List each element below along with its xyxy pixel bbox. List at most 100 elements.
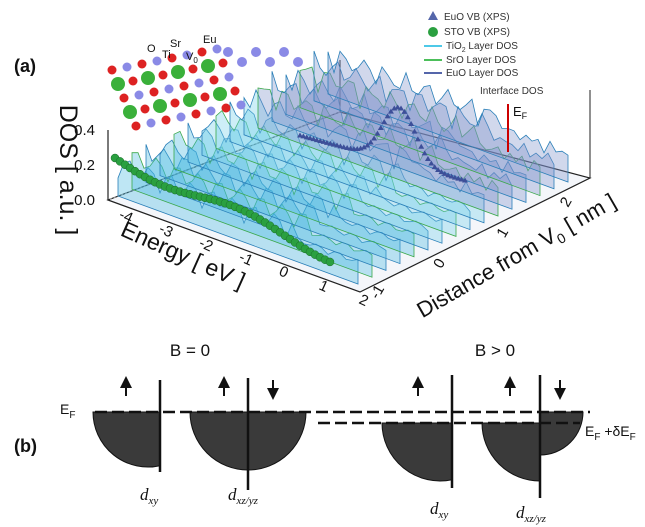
orbital-label: dxz/yz: [516, 503, 547, 525]
fermi-shift-label: EF +δEF: [585, 423, 636, 443]
legend-symbol: [428, 11, 438, 20]
euo-xps-point: [424, 155, 431, 161]
atom: [221, 103, 231, 113]
dos-slice: [201, 118, 443, 244]
atom: [236, 100, 246, 110]
atom-label: V0: [186, 51, 198, 65]
dos-slice: [173, 130, 415, 258]
orbital-label: dxz/yz: [228, 485, 259, 507]
euo-xps-point: [451, 174, 458, 180]
euo-xps-point: [371, 135, 378, 141]
atom: [197, 47, 207, 57]
x-tick-label: 0: [276, 263, 291, 282]
legend-entry: EuO Layer DOS: [446, 68, 519, 79]
euo-xps-point: [411, 128, 418, 134]
euo-xps-point: [313, 137, 320, 143]
dos-slice: [243, 88, 485, 224]
atom: [167, 53, 177, 63]
atom: [137, 59, 147, 69]
euo-xps-point: [303, 134, 310, 140]
dos-slice: [299, 66, 541, 197]
atom: [179, 81, 189, 91]
euo-xps-point: [317, 138, 324, 144]
euo-xps-point: [367, 139, 374, 145]
atom: [218, 58, 228, 68]
atom: [153, 99, 167, 113]
euo-xps-point: [360, 144, 367, 150]
y-tick-label: 0.4: [74, 122, 95, 139]
z-tick-label: 0: [430, 256, 449, 272]
atom: [111, 77, 125, 91]
atom: [293, 57, 303, 67]
sto-xps-point: [325, 257, 335, 267]
panel-a: (a) O Ti Sr V0 Eu DOS [ a.u. ] 0.4 0.2 0…: [14, 11, 620, 323]
atom: [128, 76, 138, 86]
dos-slice: [257, 87, 499, 217]
euo-xps-point: [320, 138, 327, 144]
dos-slice: [313, 50, 555, 190]
legend-entry: EuO VB (XPS): [444, 12, 510, 23]
axis-line: [107, 111, 341, 201]
atom: [251, 47, 261, 57]
atom: [107, 65, 117, 75]
atom: [152, 56, 162, 66]
interface-label: Interface DOS: [480, 86, 544, 97]
euo-xps-point: [330, 141, 337, 147]
atom: [209, 75, 219, 85]
condition-label: B > 0: [475, 341, 515, 360]
atom: [171, 65, 185, 79]
x-tick-label: 1: [316, 277, 331, 296]
atom: [223, 47, 233, 57]
z-tick-label: 1: [493, 225, 512, 241]
atom: [213, 87, 227, 101]
fermi-label: EF: [513, 104, 528, 121]
spin-arrows: [120, 376, 566, 400]
band: [381, 422, 453, 482]
atom: [158, 70, 168, 80]
x-tick-label: -3: [156, 220, 175, 241]
atom-label: O: [147, 43, 156, 55]
euo-xps-point: [337, 143, 344, 149]
atom-label: Eu: [203, 34, 216, 46]
euo-xps-point: [458, 176, 465, 182]
band: [481, 422, 541, 482]
atom: [161, 115, 171, 125]
euo-xps-point: [462, 177, 468, 183]
euo-xps-point: [431, 164, 438, 170]
euo-xps-point: [404, 114, 411, 120]
euo-xps-point: [448, 173, 455, 179]
legend-symbol: [428, 27, 438, 37]
atom: [201, 59, 215, 73]
euo-xps-point: [340, 144, 347, 150]
atom: [131, 121, 141, 131]
euo-xps-point: [297, 132, 303, 138]
atom: [237, 57, 247, 67]
dos-curves: [110, 50, 569, 285]
euo-xps-point: [334, 142, 341, 148]
atom: [164, 84, 174, 94]
condition-label: B = 0: [170, 341, 210, 360]
atom: [206, 106, 216, 116]
euo-xps-point: [401, 108, 408, 114]
euo-xps-point: [445, 172, 452, 178]
euo-xps-point: [394, 104, 401, 110]
euo-xps-point: [438, 169, 445, 175]
euo-xps-point: [300, 133, 307, 139]
atom-label: Sr: [170, 38, 181, 50]
orbital-label: dxy: [140, 485, 158, 507]
atom: [141, 71, 155, 85]
euo-xps-point: [418, 143, 425, 149]
atom-label: Ti: [162, 49, 171, 61]
euo-xps-point: [441, 170, 448, 176]
euo-xps-point: [327, 140, 334, 146]
euo-xps-point: [377, 124, 384, 130]
band: [539, 411, 584, 456]
atom: [194, 78, 204, 88]
y-axis-label: DOS [ a.u. ]: [54, 105, 82, 236]
legend-entry: TiO2 Layer DOS: [446, 41, 518, 54]
y-tick-label: 0.0: [74, 192, 95, 209]
orbital-label: dxy: [430, 499, 448, 521]
atom: [230, 86, 240, 96]
dos-slice: [159, 139, 401, 265]
